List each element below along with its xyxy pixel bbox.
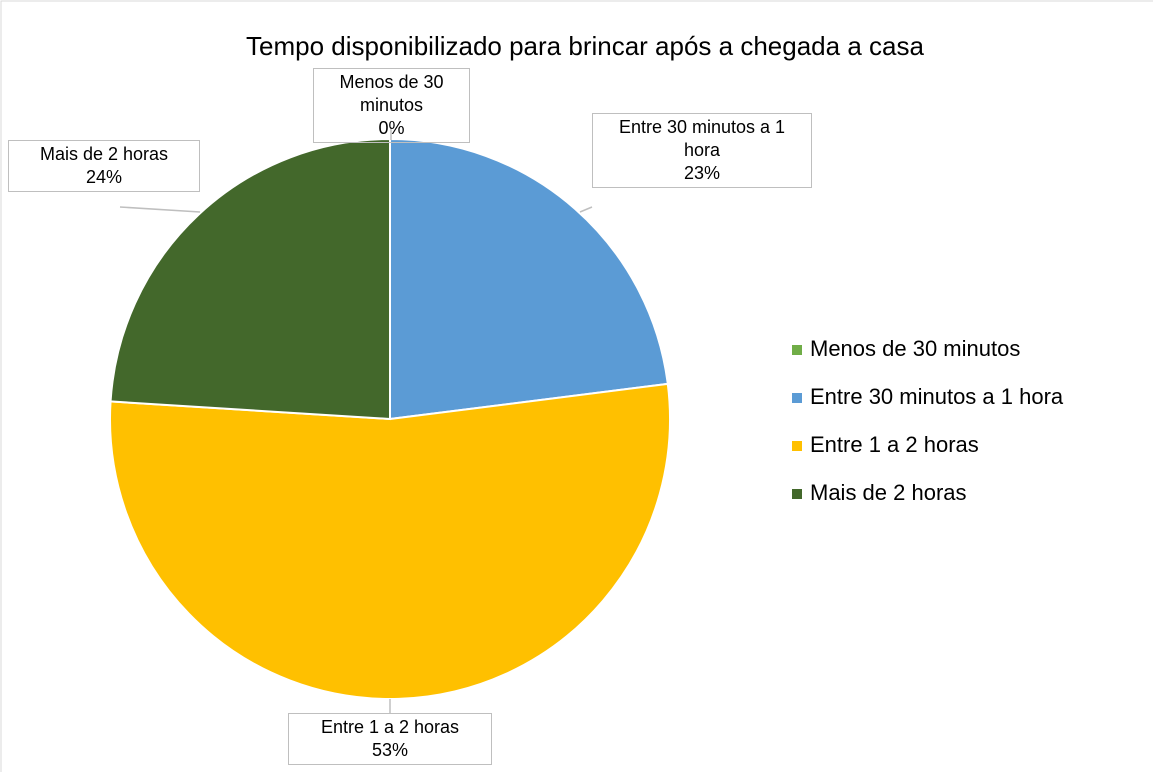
data-label: Menos de 30 minutos 0% [313,68,470,143]
data-label-value: 24% [85,167,123,187]
pie-slice [109,382,671,700]
data-label: Entre 1 a 2 horas 53% [288,713,492,765]
legend-swatch [792,489,802,499]
pie-slice [109,137,391,421]
legend-swatch [792,441,802,451]
data-label-value: 0% [378,118,405,138]
data-label-category: Menos de 30 minutos [339,72,444,115]
legend-label: Entre 1 a 2 horas [810,432,979,457]
data-label: Mais de 2 horas 24% [8,140,200,192]
data-label-category: Entre 1 a 2 horas [320,717,460,737]
data-label-value: 53% [371,740,409,760]
legend-label: Entre 30 minutos a 1 hora [810,384,1064,409]
data-label-category: Mais de 2 horas [39,144,169,164]
data-label: Entre 30 minutos a 1 hora 23% [592,113,812,188]
leader-line [579,206,593,213]
legend-swatch [792,345,802,355]
legend-label: Mais de 2 horas [810,480,967,505]
legend-swatch [792,393,802,403]
pie-slice [389,137,669,421]
data-label-category: Entre 30 minutos a 1 hora [618,117,786,160]
legend-label: Menos de 30 minutos [810,336,1020,361]
leader-line [119,206,201,213]
data-label-value: 23% [683,163,721,183]
chart-title: Tempo disponibilizado para brincar após … [246,31,924,61]
